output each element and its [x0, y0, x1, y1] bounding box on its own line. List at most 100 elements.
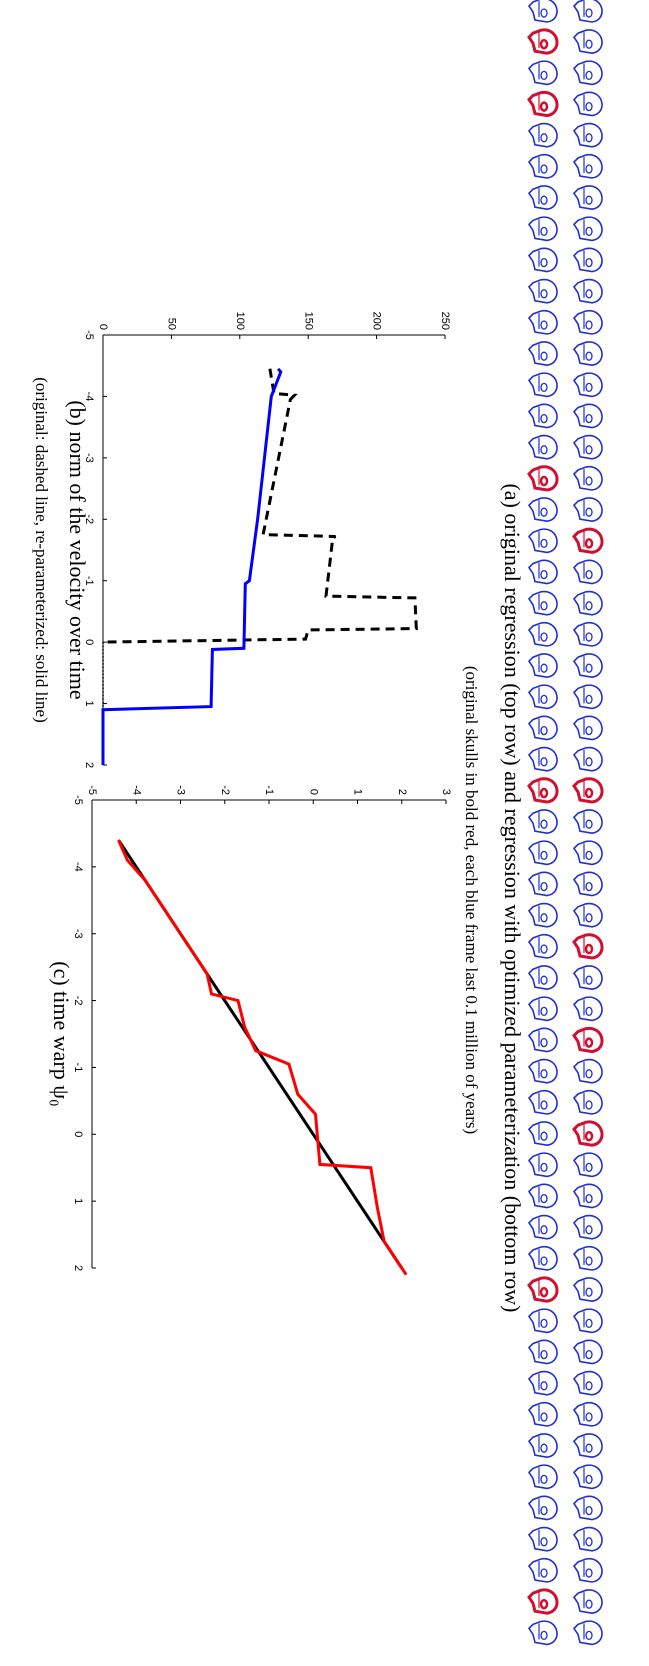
chart: -5 -4 -3 -2 -1 0 1 2 3 -5 -4 -3 -2 -1 0 1 2 (c) time warp…	[49, 785, 452, 1276]
skull-eye	[585, 1412, 593, 1422]
skull-eye	[540, 975, 548, 985]
skull-icon	[572, 840, 603, 866]
skull-outline	[572, 1152, 603, 1178]
skull-outline	[527, 1464, 558, 1490]
skull-outline	[572, 1433, 603, 1459]
skull-eye	[585, 8, 593, 18]
skull-icon	[527, 715, 558, 741]
skull-icon	[527, 653, 558, 679]
skull-outline	[572, 91, 603, 117]
skull-eye	[540, 694, 548, 705]
skull-outline	[572, 840, 603, 866]
chart-subtitle: (original: dashed line, re-parameterized…	[32, 377, 51, 723]
skull-eye	[540, 632, 548, 642]
skull-eye	[540, 819, 548, 829]
skull-outline	[527, 1526, 558, 1552]
skull-icon	[527, 746, 558, 772]
y-tick-label: 150	[302, 312, 314, 330]
skull-outline	[572, 247, 603, 273]
skull-outline	[572, 122, 603, 148]
skull-eye	[540, 601, 548, 611]
skull-eye	[540, 1256, 548, 1266]
skull-eye	[584, 538, 594, 549]
skull-icon	[572, 684, 603, 710]
skull-icon	[572, 1214, 603, 1240]
skull-icon	[527, 1090, 558, 1115]
skull-icon	[527, 1214, 558, 1240]
skull-outline	[527, 653, 558, 679]
skull-outline	[527, 497, 558, 523]
skull-icon	[572, 559, 603, 585]
skull-icon	[527, 809, 558, 835]
skull-eye	[540, 1100, 548, 1110]
skull-icon	[527, 1339, 558, 1365]
skull-eye	[540, 1069, 548, 1079]
x-tick-label: -2	[83, 514, 95, 524]
skull-outline	[572, 1183, 603, 1209]
skull-icon	[527, 1121, 558, 1147]
skull-outline	[572, 684, 603, 710]
skull-eye	[540, 1412, 548, 1422]
skull-eye	[540, 351, 548, 361]
chart-title: (b) norm of the velocity over time	[65, 400, 90, 699]
skull-eye	[585, 1225, 593, 1235]
skull-eye	[540, 1131, 548, 1141]
skull-eye	[540, 133, 548, 143]
skull-icon	[572, 1433, 603, 1459]
skull-outline	[572, 403, 603, 429]
y-tick-label: 0	[307, 789, 319, 795]
skull-eye	[585, 1505, 593, 1516]
skull-outline	[527, 1276, 559, 1303]
skull-eye	[585, 1630, 593, 1641]
skull-eye	[540, 1537, 548, 1547]
skull-eye	[540, 913, 548, 923]
skull-outline	[527, 310, 558, 335]
x-tick-label: -4	[72, 862, 84, 872]
skull-icon	[572, 1402, 603, 1427]
skull-icon	[527, 559, 558, 585]
skull-eye	[585, 663, 593, 673]
skull-outline	[572, 965, 603, 991]
skull-eye	[540, 881, 548, 892]
x-tick-label: 2	[83, 762, 95, 768]
skull-outline	[572, 1214, 603, 1240]
skull-outline	[572, 1402, 603, 1427]
skull-outline	[572, 809, 603, 835]
skull-eye	[539, 101, 549, 112]
skull-outline	[572, 1558, 603, 1583]
skull-icon	[527, 122, 558, 148]
skull-icon	[572, 466, 603, 491]
skull-icon	[527, 154, 558, 179]
skull-icon	[527, 247, 558, 273]
skull-outline	[572, 746, 603, 772]
skull-outline	[572, 933, 604, 960]
skull-icon	[527, 60, 558, 86]
y-tick-label: -4	[130, 785, 142, 795]
skull-icon	[572, 1370, 603, 1396]
y-tick-label: 50	[165, 318, 177, 330]
skull-icon	[527, 934, 558, 959]
skull-outline	[572, 1495, 603, 1521]
skull-eye	[585, 382, 593, 393]
skull-eye	[585, 1256, 593, 1266]
skull-eye	[585, 226, 593, 237]
skull-outline	[572, 278, 603, 304]
skull-outline	[572, 1090, 603, 1115]
skull-outline	[527, 1620, 558, 1646]
skull-icon	[527, 1402, 558, 1427]
x-tick-label: 0	[72, 1131, 84, 1137]
skull-outline	[527, 622, 558, 647]
skull-eye	[585, 1474, 593, 1485]
data-line	[101, 367, 283, 765]
skull-outline	[527, 1246, 558, 1271]
skull-eye	[540, 1568, 548, 1578]
skull-icon	[572, 154, 603, 179]
skull-eye	[585, 850, 593, 861]
skull-icon	[527, 528, 558, 554]
skull-eye	[584, 1037, 594, 1048]
x-tick-label: 2	[72, 1265, 84, 1271]
skull-icon	[527, 996, 558, 1022]
data-line	[117, 839, 408, 1276]
skull-eye	[539, 475, 549, 487]
